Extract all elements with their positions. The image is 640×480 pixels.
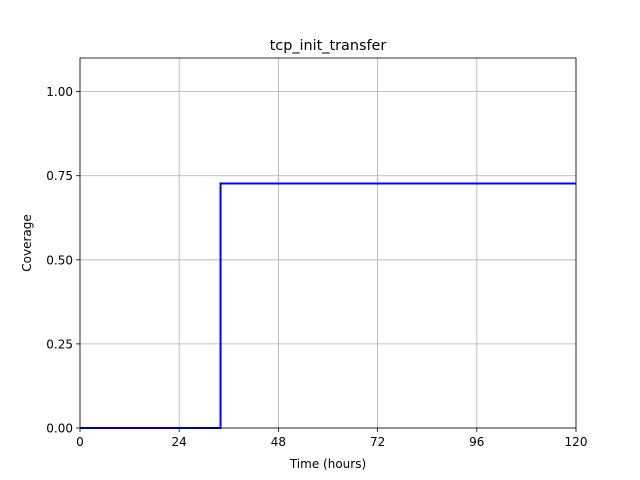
x-tick-label: 96 — [469, 435, 484, 449]
x-tick-label: 0 — [76, 435, 84, 449]
x-tick-label: 48 — [271, 435, 286, 449]
y-axis-label: Coverage — [20, 214, 34, 272]
y-tick-label: 0.25 — [46, 337, 73, 351]
x-tick-label: 24 — [172, 435, 187, 449]
y-tick-label: 0.75 — [46, 169, 73, 183]
plot-frame — [79, 57, 577, 429]
y-tick-label: 0.00 — [46, 422, 73, 436]
chart-title: tcp_init_transfer — [270, 38, 387, 54]
y-axis-ticks: 0.00 0.25 0.50 0.75 1.00 — [46, 85, 80, 436]
x-tick-label: 72 — [370, 435, 385, 449]
x-axis-label: Time (hours) — [289, 457, 366, 471]
x-tick-label: 120 — [565, 435, 588, 449]
x-axis-ticks: 0 24 48 72 96 120 — [76, 428, 587, 449]
y-tick-label: 0.50 — [46, 253, 73, 267]
y-tick-label: 1.00 — [46, 85, 73, 99]
